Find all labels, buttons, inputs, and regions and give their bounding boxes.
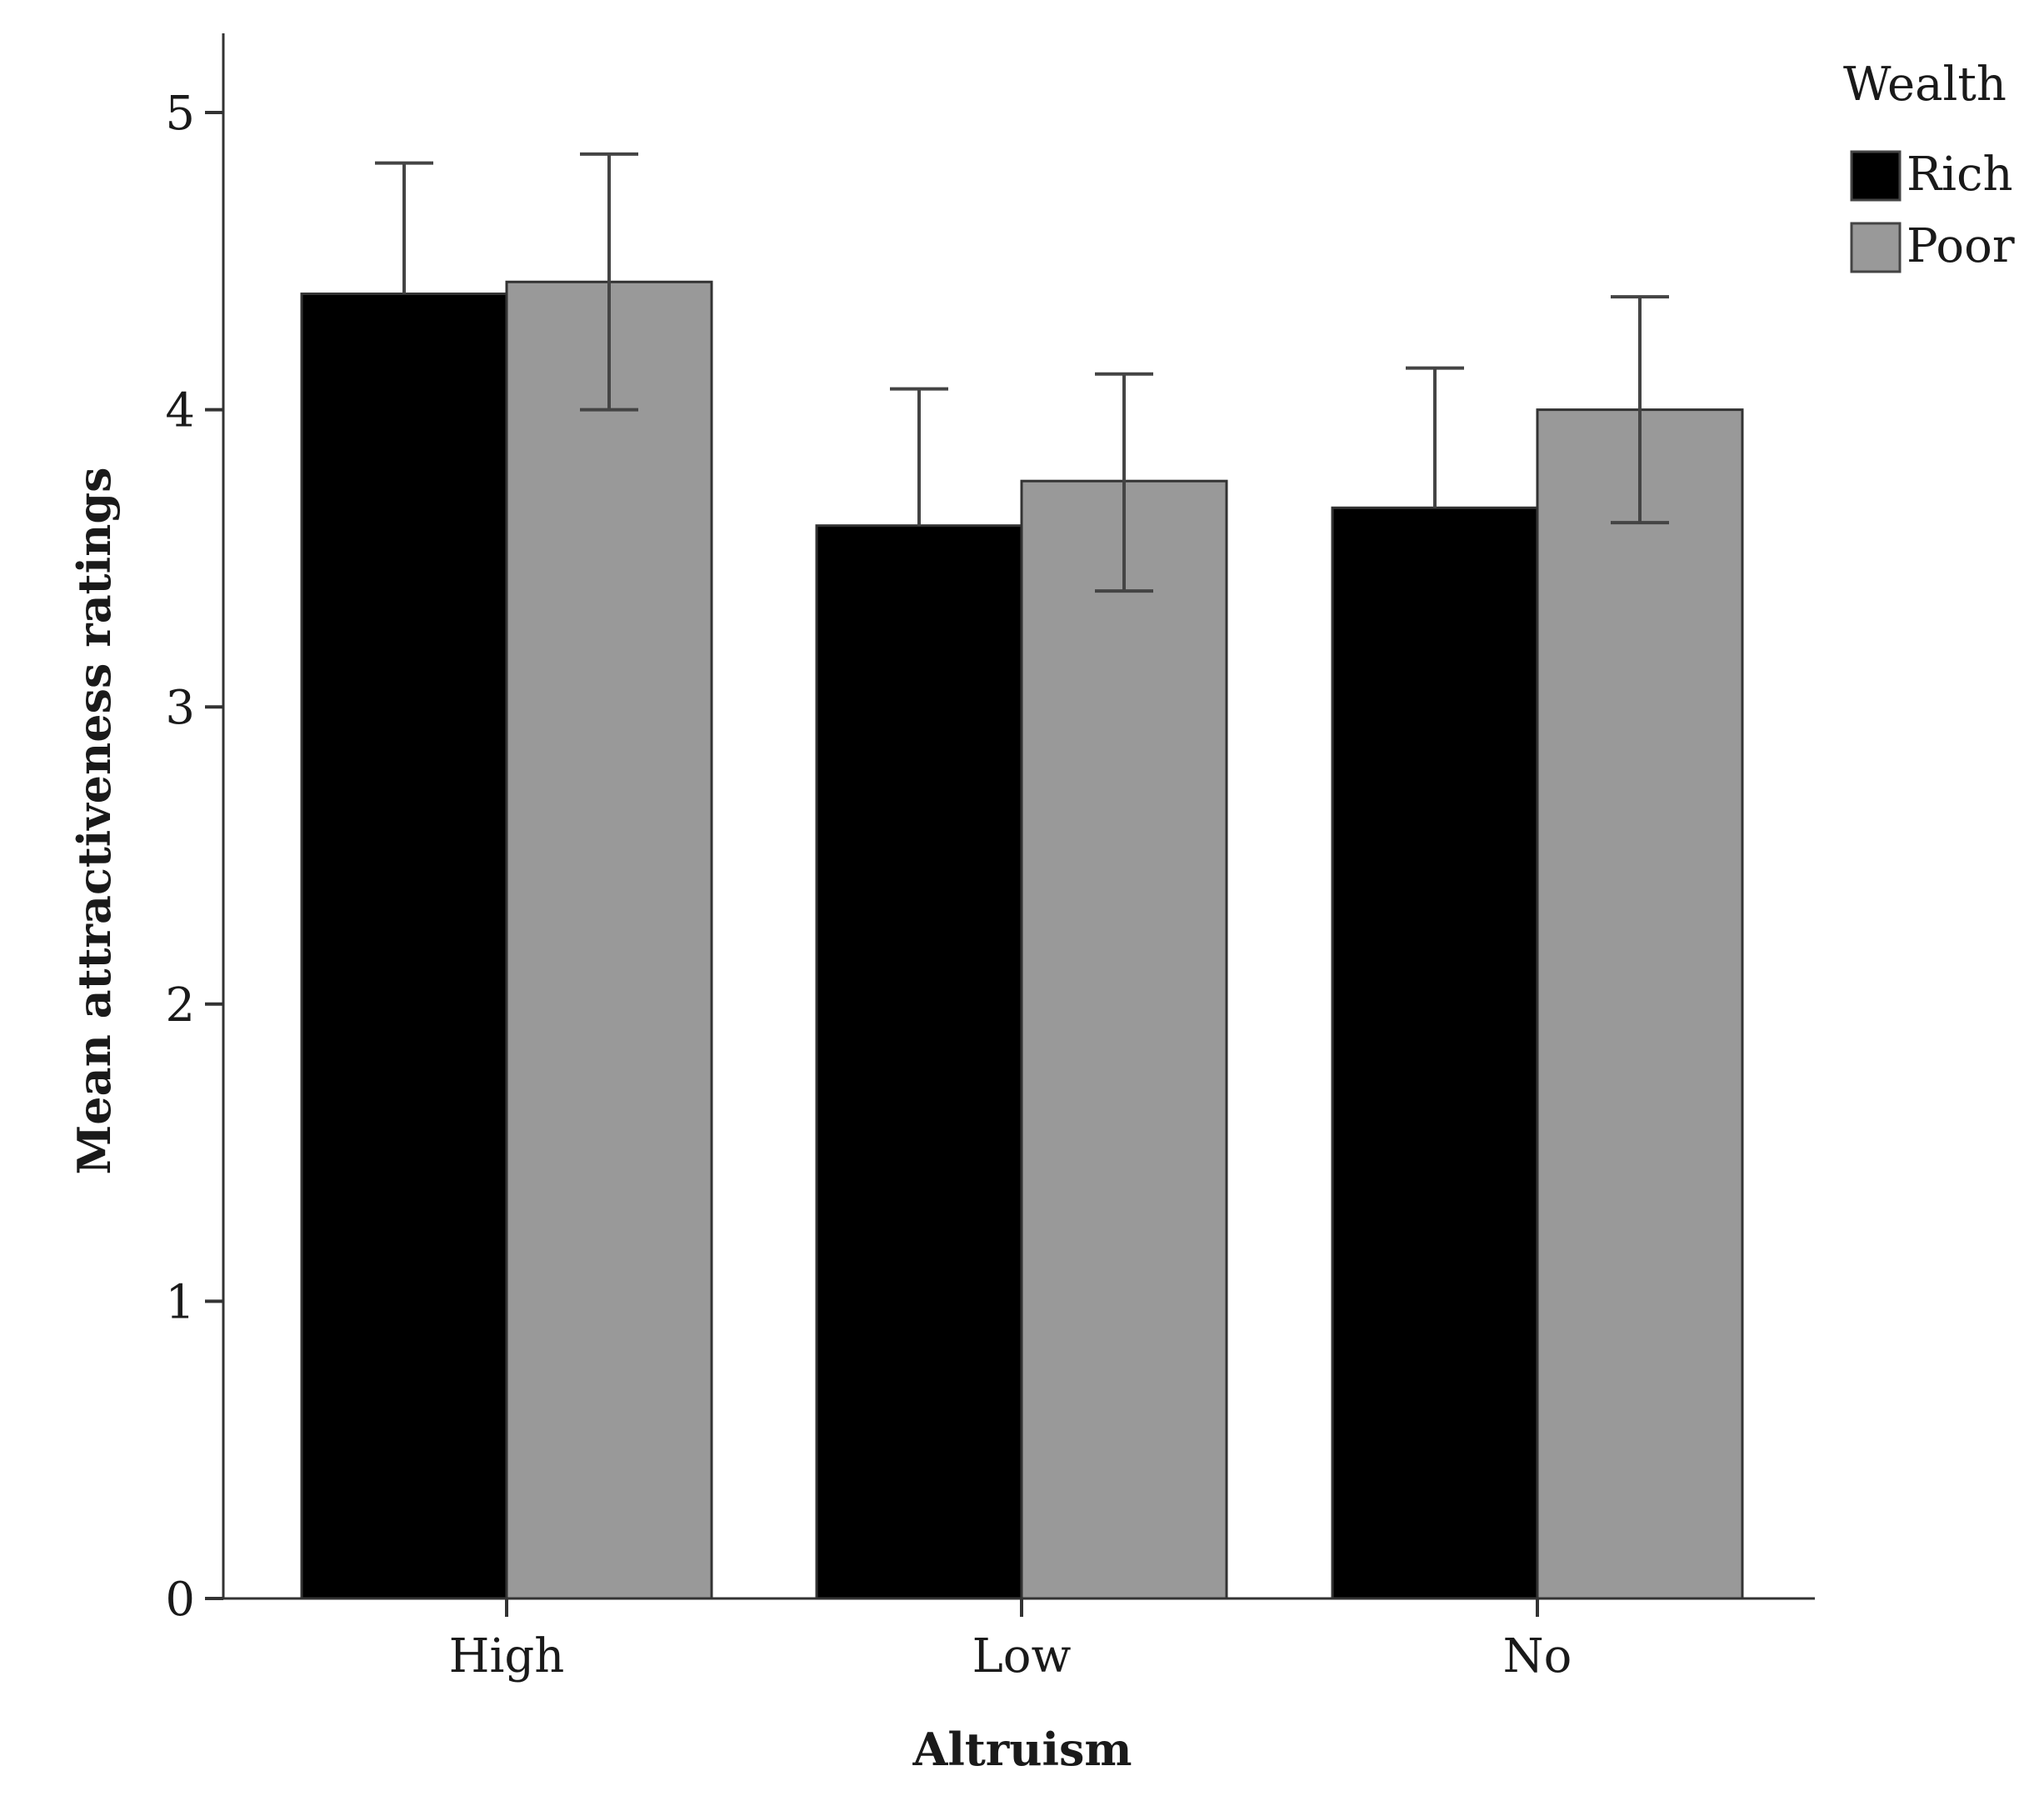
legend-swatch-poor [1850, 222, 1902, 273]
tick-labels: 0 1 2 3 4 5 High Low No [165, 87, 1572, 1683]
bar-poor-high [505, 280, 713, 1600]
y-tick-label-4: 4 [165, 384, 195, 438]
bar-rich-high [300, 293, 508, 1600]
y-tick-label-0: 0 [165, 1573, 195, 1627]
bar-poor-low [1020, 479, 1228, 1600]
y-tick-label-5: 5 [165, 87, 195, 141]
legend-label-poor: Poor [1907, 219, 2015, 273]
legend: Wealth Rich Poor [1843, 58, 2015, 273]
x-tick-label-no: No [1503, 1629, 1572, 1683]
bar-rich-no [1331, 506, 1539, 1600]
x-tick-label-high: High [449, 1629, 565, 1683]
bars [300, 280, 1744, 1600]
y-tick-label-2: 2 [165, 978, 195, 1033]
y-tick-label-1: 1 [165, 1275, 195, 1329]
y-tick-label-3: 3 [165, 681, 195, 735]
legend-label-rich: Rich [1907, 148, 2013, 202]
x-tick-label-low: Low [972, 1629, 1072, 1683]
bar-rich-low [815, 524, 1023, 1600]
legend-title: Wealth [1843, 58, 2007, 112]
error-bars [375, 152, 1669, 593]
bar-poor-no [1536, 408, 1744, 1600]
x-axis-title: Altruism [912, 1723, 1132, 1776]
y-axis-title: Mean attractiveness ratings [67, 467, 121, 1174]
legend-swatch-rich [1850, 150, 1902, 202]
